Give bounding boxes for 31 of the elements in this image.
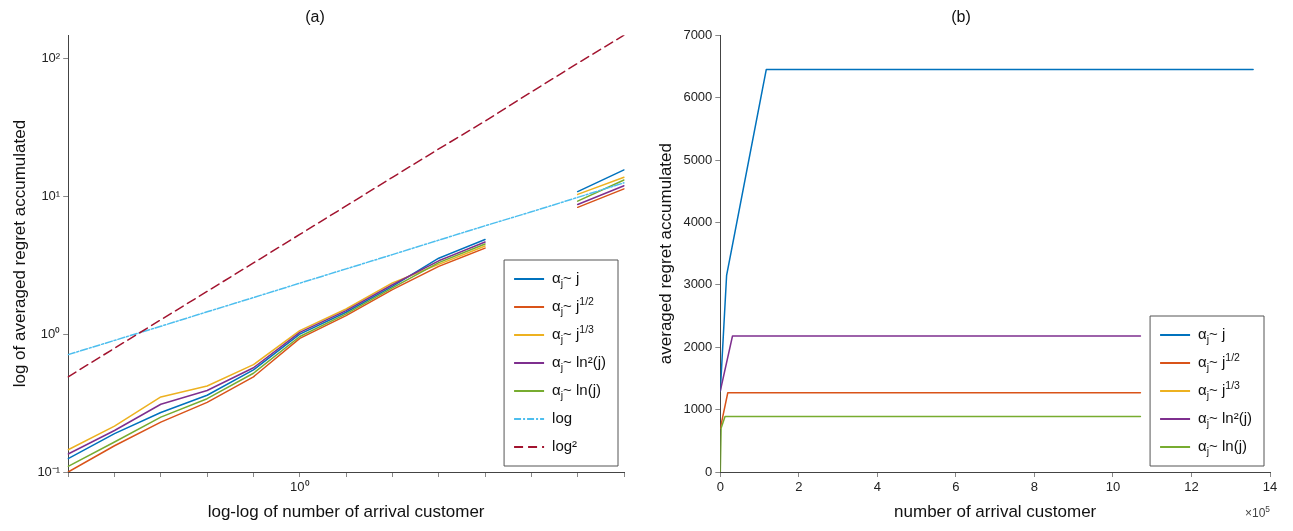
y-tick-label: 5000	[683, 151, 713, 167]
legend-label: log²	[552, 437, 578, 455]
y-tick-label: 6000	[683, 89, 713, 105]
chart-title: (b)	[951, 8, 971, 26]
y-axis-title: log of averaged regret accumulated	[9, 119, 29, 388]
y-axis-title: averaged regret accumulated	[655, 143, 675, 365]
chart-title: (a)	[305, 8, 325, 26]
x-tick-label: 2	[795, 479, 803, 495]
x-tick-label: 8	[1030, 479, 1039, 495]
y-tick-label: 3000	[683, 276, 713, 292]
y-tick-label: 0	[705, 463, 713, 479]
x-tick-label: 10	[1105, 479, 1121, 495]
x-tick-label: 12	[1184, 479, 1199, 495]
x-tick-label: 10⁰	[290, 479, 310, 495]
y-tick-label: 10¹	[41, 187, 61, 203]
x-axis-title: log-log of number of arrival customer	[207, 502, 485, 522]
y-tick-label: 4000	[683, 213, 713, 229]
y-tick-label: 7000	[683, 26, 713, 42]
y-tick-label: 10⁻¹	[37, 463, 61, 479]
y-tick-label: 10²	[41, 49, 61, 65]
x-tick-label: 0	[716, 479, 724, 495]
y-tick-label: 1000	[683, 401, 713, 417]
y-tick-label: 10⁰	[40, 325, 61, 341]
x-tick-label: 6	[952, 479, 960, 495]
x-axis-title: number of arrival customer	[894, 502, 1097, 522]
x-tick-label: 14	[1262, 479, 1278, 495]
line-series	[67, 35, 625, 378]
legend-label: log	[552, 409, 573, 427]
line-series	[67, 182, 625, 356]
y-tick-label: 2000	[683, 338, 713, 354]
x-tick-label: 4	[873, 479, 881, 495]
